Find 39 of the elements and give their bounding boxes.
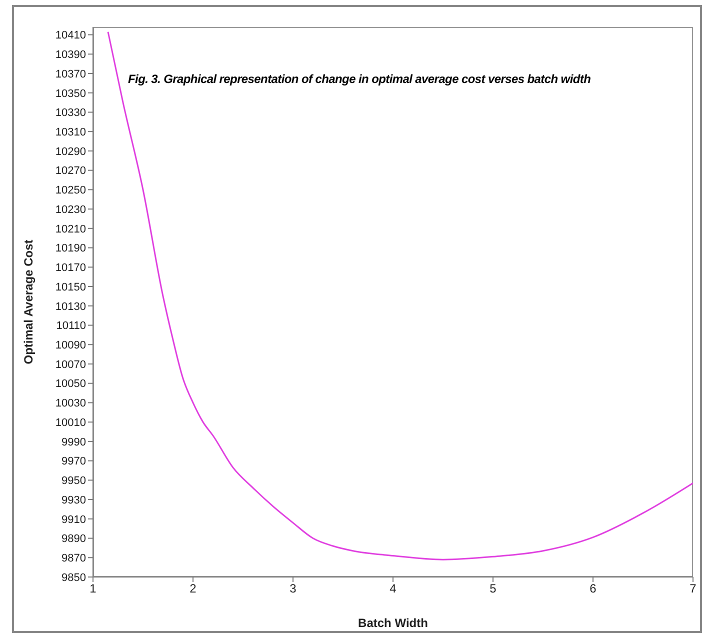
y-tick-label: 10130 [55, 300, 86, 313]
y-tick-label: 9850 [62, 572, 86, 584]
y-tick-label: 10090 [55, 340, 86, 352]
y-tick-label: 10330 [55, 107, 86, 120]
x-tick-label: 3 [290, 582, 297, 596]
x-tick-label: 6 [590, 582, 597, 596]
y-tick-label: 10290 [55, 146, 86, 158]
y-tick-label: 10070 [55, 358, 86, 371]
y-tick-label: 10010 [55, 416, 86, 429]
x-tick-label: 5 [490, 582, 497, 596]
y-tick-label: 10370 [55, 68, 86, 80]
y-tick-label: 10110 [56, 320, 86, 332]
y-tick-label: 10190 [55, 242, 86, 255]
x-tick-label: 4 [390, 582, 397, 596]
x-tick-label: 2 [190, 582, 197, 596]
y-tick-label: 9870 [62, 552, 86, 565]
y-tick-label: 10250 [55, 184, 86, 197]
y-tick-label: 10050 [55, 378, 86, 390]
y-tick-label: 10350 [55, 88, 86, 100]
x-axis-title: Batch Width [358, 616, 428, 630]
y-tick-label: 10410 [55, 30, 86, 42]
y-tick-label: 10030 [55, 398, 86, 410]
y-tick-label: 10170 [55, 262, 86, 274]
y-tick-label: 9950 [62, 475, 86, 488]
y-tick-label: 9930 [62, 494, 86, 506]
text: Fig. 3. Graphical representation of change in optimal average cost verses batch width [128, 72, 592, 86]
y-tick-label: 10210 [55, 223, 86, 236]
y-tick-label: 10310 [55, 126, 86, 138]
y-tick-label: 9910 [62, 514, 86, 526]
y-tick-label: 10230 [55, 204, 86, 216]
y-axis-title: Optimal Average Cost [21, 240, 36, 364]
x-tick-label: 1 [90, 582, 97, 596]
y-tick-label: 10270 [55, 165, 86, 178]
x-tick-label: 7 [690, 582, 697, 596]
y-tick-label: 10150 [55, 281, 86, 294]
y-tick-label: 9990 [62, 436, 86, 448]
y-tick-label: 9890 [62, 533, 86, 546]
y-tick-label: 10390 [55, 49, 86, 62]
y-tick-label: 9970 [62, 456, 86, 468]
